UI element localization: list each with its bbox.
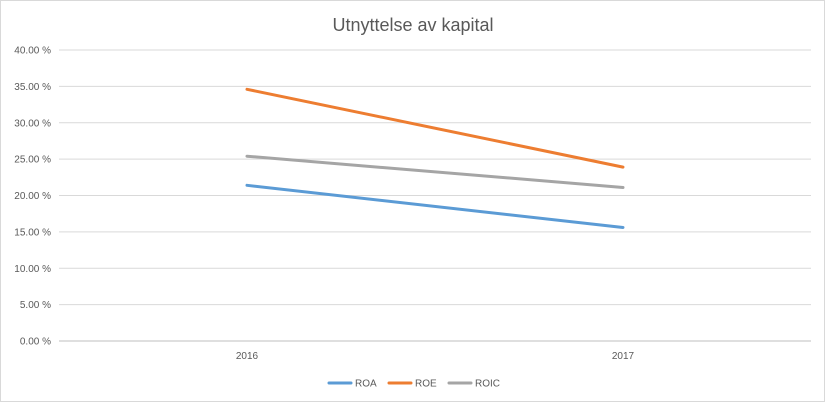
legend-label-roa: ROA: [355, 379, 377, 390]
series-line-roe: [245, 87, 625, 169]
gridlines: [59, 49, 811, 342]
legend-label-roic: ROIC: [475, 379, 500, 390]
series-line-roic: [245, 154, 625, 189]
x-tick-label: 2017: [612, 351, 635, 362]
y-tick-label: 35.00 %: [14, 82, 51, 93]
x-tick-label: 2016: [236, 351, 259, 362]
series-line-roa: [245, 183, 625, 230]
x-axis-tick-labels: 2016 2017: [236, 351, 635, 362]
y-tick-label: 30.00 %: [14, 118, 51, 129]
y-tick-label: 20.00 %: [14, 191, 51, 202]
chart-title: Utnyttelse av kapital: [332, 15, 493, 35]
legend-label-roe: ROE: [415, 379, 437, 390]
y-tick-label: 40.00 %: [14, 46, 51, 57]
y-axis-tick-labels: 0.00 % 5.00 % 10.00 % 15.00 % 20.00 % 25.00 %…: [14, 46, 51, 348]
y-tick-label: 25.00 %: [14, 155, 51, 166]
series-lines: [245, 87, 625, 230]
y-tick-label: 10.00 %: [14, 264, 51, 275]
y-tick-label: 15.00 %: [14, 227, 51, 238]
legend: ROA ROE ROIC: [327, 379, 500, 390]
y-tick-label: 0.00 %: [20, 337, 51, 348]
y-tick-label: 5.00 %: [20, 300, 51, 311]
